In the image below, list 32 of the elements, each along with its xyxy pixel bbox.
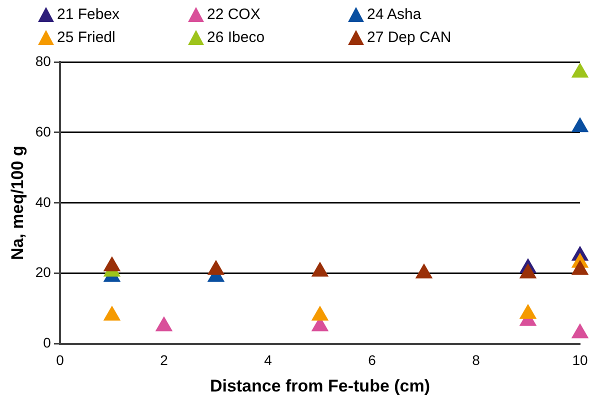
y-axis-title: Na, meq/100 g — [8, 146, 27, 260]
x-axis-title: Distance from Fe-tube (cm) — [210, 376, 430, 396]
point — [104, 256, 120, 272]
y-tick-label: 0 — [43, 334, 52, 351]
x-tick-label: 8 — [472, 352, 480, 368]
legend-label: 22 COX — [207, 6, 260, 23]
point — [312, 306, 328, 321]
point — [312, 262, 328, 277]
point — [572, 260, 588, 275]
x-tick-label: 4 — [264, 352, 272, 368]
legend-label: 26 Ibeco — [207, 29, 265, 46]
point — [572, 324, 588, 338]
point — [572, 63, 588, 78]
point — [416, 264, 432, 278]
y-tick-label: 20 — [35, 264, 52, 280]
legend-label: 24 Asha — [367, 6, 422, 23]
y-tick-label: 80 — [35, 52, 52, 69]
legend-label: 21 Febex — [57, 6, 120, 23]
legend-label: 25 Friedl — [57, 29, 116, 46]
y-tick-label: 40 — [35, 194, 52, 210]
point — [208, 260, 224, 275]
y-tick-label: 60 — [35, 123, 52, 140]
point — [104, 306, 120, 321]
point — [572, 118, 588, 132]
x-tick-label: 2 — [160, 352, 168, 368]
x-tick-label: 10 — [572, 352, 588, 368]
legend-label: 27 Dep CAN — [367, 29, 452, 46]
point — [156, 316, 172, 332]
point — [520, 304, 536, 319]
x-tick-label: 6 — [368, 352, 376, 368]
point — [520, 264, 536, 278]
x-tick-label: 0 — [56, 352, 64, 368]
